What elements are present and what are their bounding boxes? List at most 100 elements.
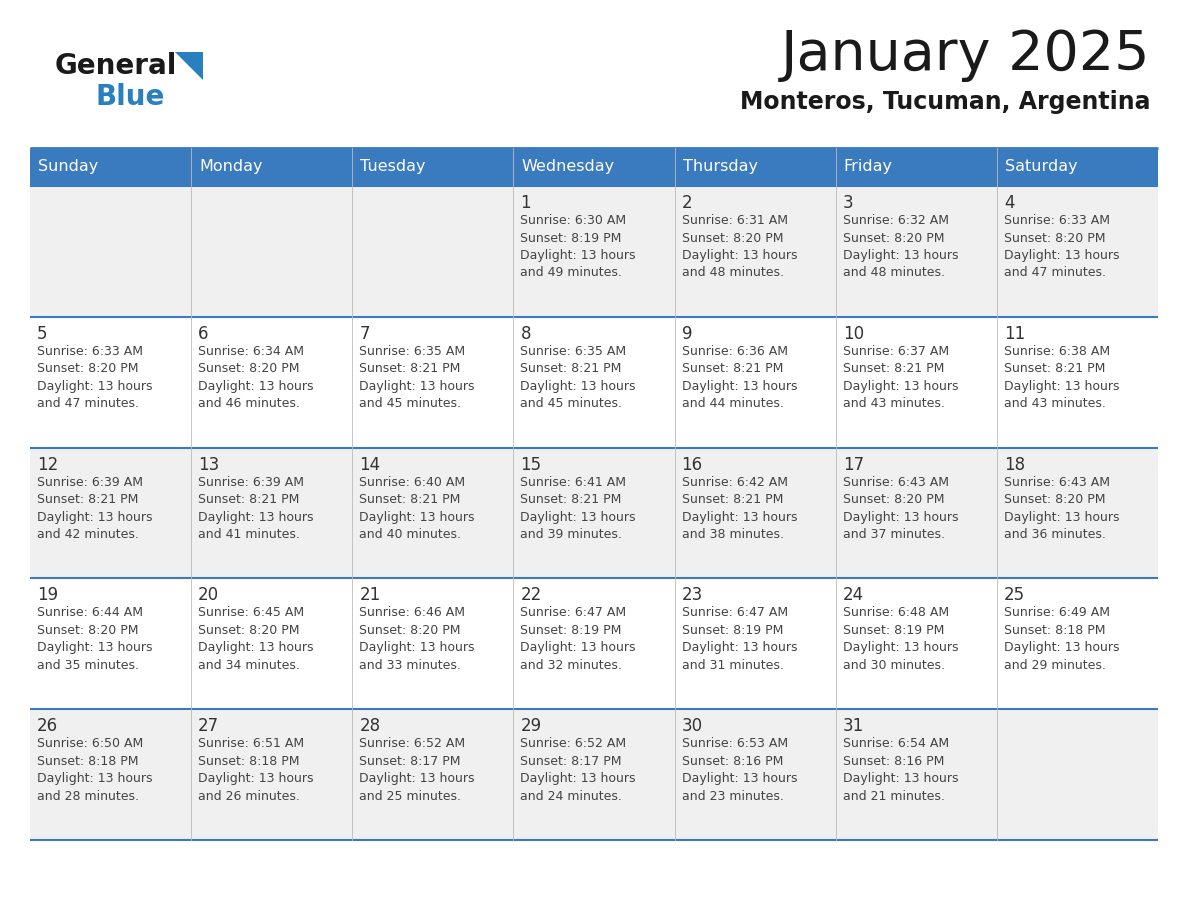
Bar xyxy=(191,186,353,317)
Text: 26: 26 xyxy=(37,717,58,735)
Text: Saturday: Saturday xyxy=(1005,160,1078,174)
Text: Blue: Blue xyxy=(95,83,164,111)
Text: Sunrise: 6:33 AM
Sunset: 8:20 PM
Daylight: 13 hours
and 47 minutes.: Sunrise: 6:33 AM Sunset: 8:20 PM Dayligh… xyxy=(1004,214,1119,279)
Text: 11: 11 xyxy=(1004,325,1025,342)
Bar xyxy=(30,186,191,317)
Text: Sunrise: 6:35 AM
Sunset: 8:21 PM
Daylight: 13 hours
and 45 minutes.: Sunrise: 6:35 AM Sunset: 8:21 PM Dayligh… xyxy=(520,345,636,410)
Text: 3: 3 xyxy=(842,194,853,212)
Text: Sunrise: 6:43 AM
Sunset: 8:20 PM
Daylight: 13 hours
and 37 minutes.: Sunrise: 6:43 AM Sunset: 8:20 PM Dayligh… xyxy=(842,476,959,541)
Bar xyxy=(30,148,191,186)
Text: 9: 9 xyxy=(682,325,693,342)
Text: 17: 17 xyxy=(842,455,864,474)
Bar xyxy=(353,578,513,710)
Bar xyxy=(997,148,1158,186)
Bar xyxy=(513,317,675,448)
Text: 20: 20 xyxy=(198,587,220,604)
Text: Sunrise: 6:47 AM
Sunset: 8:19 PM
Daylight: 13 hours
and 31 minutes.: Sunrise: 6:47 AM Sunset: 8:19 PM Dayligh… xyxy=(682,607,797,672)
Text: 12: 12 xyxy=(37,455,58,474)
Bar xyxy=(513,448,675,578)
Bar xyxy=(30,448,191,578)
Text: Sunrise: 6:54 AM
Sunset: 8:16 PM
Daylight: 13 hours
and 21 minutes.: Sunrise: 6:54 AM Sunset: 8:16 PM Dayligh… xyxy=(842,737,959,802)
Bar xyxy=(513,186,675,317)
Text: 29: 29 xyxy=(520,717,542,735)
Bar xyxy=(835,317,997,448)
Text: Sunrise: 6:37 AM
Sunset: 8:21 PM
Daylight: 13 hours
and 43 minutes.: Sunrise: 6:37 AM Sunset: 8:21 PM Dayligh… xyxy=(842,345,959,410)
Text: 8: 8 xyxy=(520,325,531,342)
Text: Sunrise: 6:52 AM
Sunset: 8:17 PM
Daylight: 13 hours
and 25 minutes.: Sunrise: 6:52 AM Sunset: 8:17 PM Dayligh… xyxy=(359,737,475,802)
Bar xyxy=(997,710,1158,840)
Text: 18: 18 xyxy=(1004,455,1025,474)
Bar xyxy=(835,448,997,578)
Text: Sunrise: 6:48 AM
Sunset: 8:19 PM
Daylight: 13 hours
and 30 minutes.: Sunrise: 6:48 AM Sunset: 8:19 PM Dayligh… xyxy=(842,607,959,672)
Bar xyxy=(353,317,513,448)
Bar xyxy=(835,578,997,710)
Text: Sunday: Sunday xyxy=(38,160,99,174)
Text: Sunrise: 6:52 AM
Sunset: 8:17 PM
Daylight: 13 hours
and 24 minutes.: Sunrise: 6:52 AM Sunset: 8:17 PM Dayligh… xyxy=(520,737,636,802)
Bar xyxy=(353,148,513,186)
Text: Friday: Friday xyxy=(843,160,892,174)
Text: Sunrise: 6:34 AM
Sunset: 8:20 PM
Daylight: 13 hours
and 46 minutes.: Sunrise: 6:34 AM Sunset: 8:20 PM Dayligh… xyxy=(198,345,314,410)
Bar xyxy=(191,148,353,186)
Bar xyxy=(675,186,835,317)
Text: 19: 19 xyxy=(37,587,58,604)
Bar xyxy=(191,448,353,578)
Bar xyxy=(997,317,1158,448)
Bar xyxy=(835,710,997,840)
Bar xyxy=(191,317,353,448)
Text: Sunrise: 6:51 AM
Sunset: 8:18 PM
Daylight: 13 hours
and 26 minutes.: Sunrise: 6:51 AM Sunset: 8:18 PM Dayligh… xyxy=(198,737,314,802)
Text: 23: 23 xyxy=(682,587,703,604)
Text: Wednesday: Wednesday xyxy=(522,160,614,174)
Bar xyxy=(675,448,835,578)
Text: 22: 22 xyxy=(520,587,542,604)
Text: Sunrise: 6:46 AM
Sunset: 8:20 PM
Daylight: 13 hours
and 33 minutes.: Sunrise: 6:46 AM Sunset: 8:20 PM Dayligh… xyxy=(359,607,475,672)
Text: 16: 16 xyxy=(682,455,702,474)
Text: Sunrise: 6:47 AM
Sunset: 8:19 PM
Daylight: 13 hours
and 32 minutes.: Sunrise: 6:47 AM Sunset: 8:19 PM Dayligh… xyxy=(520,607,636,672)
Text: Sunrise: 6:39 AM
Sunset: 8:21 PM
Daylight: 13 hours
and 41 minutes.: Sunrise: 6:39 AM Sunset: 8:21 PM Dayligh… xyxy=(198,476,314,541)
Bar xyxy=(513,148,675,186)
Bar xyxy=(997,578,1158,710)
Text: 21: 21 xyxy=(359,587,380,604)
Text: January 2025: January 2025 xyxy=(781,28,1150,82)
Bar xyxy=(675,710,835,840)
Text: Sunrise: 6:31 AM
Sunset: 8:20 PM
Daylight: 13 hours
and 48 minutes.: Sunrise: 6:31 AM Sunset: 8:20 PM Dayligh… xyxy=(682,214,797,279)
Text: Sunrise: 6:42 AM
Sunset: 8:21 PM
Daylight: 13 hours
and 38 minutes.: Sunrise: 6:42 AM Sunset: 8:21 PM Dayligh… xyxy=(682,476,797,541)
Bar xyxy=(997,186,1158,317)
Text: Sunrise: 6:36 AM
Sunset: 8:21 PM
Daylight: 13 hours
and 44 minutes.: Sunrise: 6:36 AM Sunset: 8:21 PM Dayligh… xyxy=(682,345,797,410)
Text: Sunrise: 6:53 AM
Sunset: 8:16 PM
Daylight: 13 hours
and 23 minutes.: Sunrise: 6:53 AM Sunset: 8:16 PM Dayligh… xyxy=(682,737,797,802)
Text: 31: 31 xyxy=(842,717,864,735)
Text: Sunrise: 6:30 AM
Sunset: 8:19 PM
Daylight: 13 hours
and 49 minutes.: Sunrise: 6:30 AM Sunset: 8:19 PM Dayligh… xyxy=(520,214,636,279)
Text: Sunrise: 6:44 AM
Sunset: 8:20 PM
Daylight: 13 hours
and 35 minutes.: Sunrise: 6:44 AM Sunset: 8:20 PM Dayligh… xyxy=(37,607,152,672)
Text: 1: 1 xyxy=(520,194,531,212)
Text: Sunrise: 6:33 AM
Sunset: 8:20 PM
Daylight: 13 hours
and 47 minutes.: Sunrise: 6:33 AM Sunset: 8:20 PM Dayligh… xyxy=(37,345,152,410)
Bar xyxy=(191,578,353,710)
Bar xyxy=(675,578,835,710)
Text: Sunrise: 6:39 AM
Sunset: 8:21 PM
Daylight: 13 hours
and 42 minutes.: Sunrise: 6:39 AM Sunset: 8:21 PM Dayligh… xyxy=(37,476,152,541)
Text: 15: 15 xyxy=(520,455,542,474)
Text: General: General xyxy=(55,52,177,80)
Bar xyxy=(30,710,191,840)
Text: 27: 27 xyxy=(198,717,220,735)
Text: 25: 25 xyxy=(1004,587,1025,604)
Text: 7: 7 xyxy=(359,325,369,342)
Text: 6: 6 xyxy=(198,325,209,342)
Bar xyxy=(353,710,513,840)
Bar xyxy=(30,578,191,710)
Text: 2: 2 xyxy=(682,194,693,212)
Bar xyxy=(353,448,513,578)
Bar xyxy=(513,578,675,710)
Text: 14: 14 xyxy=(359,455,380,474)
Bar xyxy=(513,710,675,840)
Bar xyxy=(675,317,835,448)
Text: Sunrise: 6:32 AM
Sunset: 8:20 PM
Daylight: 13 hours
and 48 minutes.: Sunrise: 6:32 AM Sunset: 8:20 PM Dayligh… xyxy=(842,214,959,279)
Text: Tuesday: Tuesday xyxy=(360,160,425,174)
Bar xyxy=(835,186,997,317)
Text: Monteros, Tucuman, Argentina: Monteros, Tucuman, Argentina xyxy=(739,90,1150,114)
Text: 30: 30 xyxy=(682,717,702,735)
Text: 5: 5 xyxy=(37,325,48,342)
Text: 13: 13 xyxy=(198,455,220,474)
Text: Sunrise: 6:38 AM
Sunset: 8:21 PM
Daylight: 13 hours
and 43 minutes.: Sunrise: 6:38 AM Sunset: 8:21 PM Dayligh… xyxy=(1004,345,1119,410)
Text: Monday: Monday xyxy=(200,160,263,174)
Polygon shape xyxy=(175,52,203,80)
Text: Sunrise: 6:41 AM
Sunset: 8:21 PM
Daylight: 13 hours
and 39 minutes.: Sunrise: 6:41 AM Sunset: 8:21 PM Dayligh… xyxy=(520,476,636,541)
Bar xyxy=(30,317,191,448)
